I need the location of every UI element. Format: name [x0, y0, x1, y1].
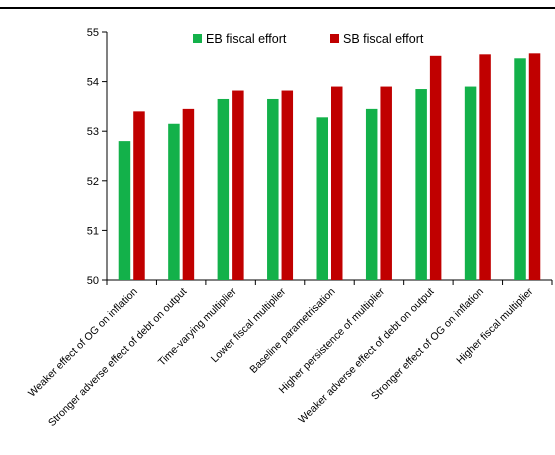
category-labels: Weaker effect of OG on inflationStronger…	[26, 285, 536, 429]
bar-sb	[429, 55, 442, 280]
bar-eb	[316, 117, 328, 280]
bar-sb	[331, 86, 343, 280]
y-tick-label: 50	[87, 275, 99, 287]
bar-sb	[479, 54, 491, 280]
bar-eb	[217, 98, 230, 281]
bar-sb	[232, 90, 244, 280]
bar-eb	[415, 89, 427, 280]
bar-sb	[528, 53, 541, 280]
legend-label-sb: SB fiscal effort	[343, 32, 424, 46]
legend-swatch-sb	[330, 34, 339, 43]
bar-eb	[267, 98, 279, 281]
y-tick-label: 52	[87, 176, 99, 188]
bar-sb	[380, 86, 392, 280]
x-axis	[106, 279, 553, 285]
category-label: Higher persistence of multiplier	[277, 285, 388, 396]
bar-sb	[182, 108, 195, 280]
bar-eb	[514, 58, 526, 281]
y-axis: 50 51 52 53 54 55	[87, 27, 108, 287]
bar-sb	[133, 111, 145, 280]
y-tick-label: 51	[87, 225, 99, 237]
y-tick-label: 53	[87, 126, 99, 138]
bar-sb	[281, 90, 294, 280]
legend: EB fiscal effort SB fiscal effort	[193, 32, 424, 46]
bar-eb	[365, 108, 378, 280]
legend-label-eb: EB fiscal effort	[206, 32, 287, 46]
bar-eb	[464, 86, 477, 280]
bar-eb	[118, 141, 131, 280]
y-tick-label: 55	[87, 27, 99, 39]
y-tick-label: 54	[87, 77, 99, 89]
legend-swatch-eb	[193, 34, 202, 43]
bar-eb	[168, 123, 180, 280]
bars	[118, 53, 541, 281]
category-label: Baseline parametrisation	[247, 286, 337, 376]
